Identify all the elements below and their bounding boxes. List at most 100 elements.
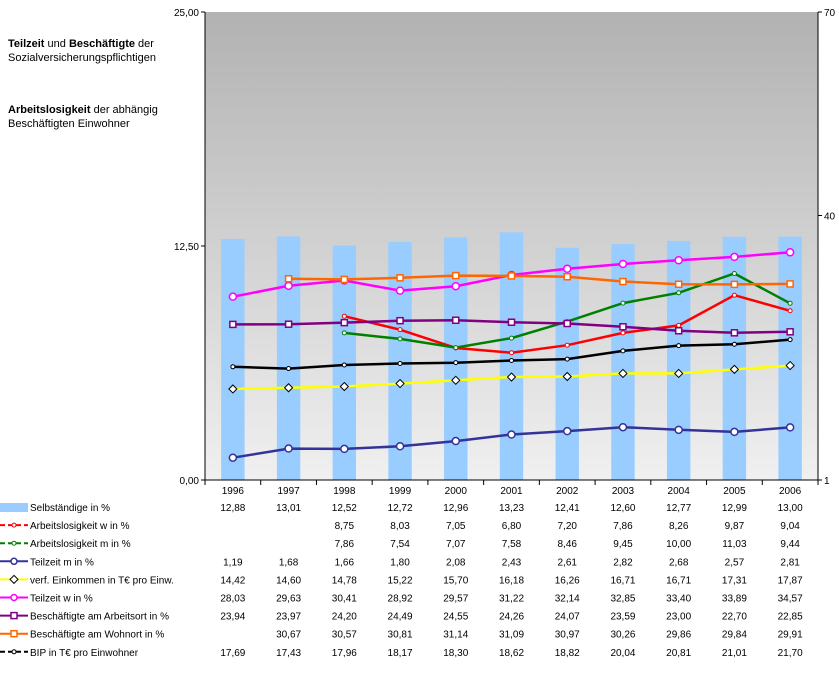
table-cell-besch-ftigte-am-wohnort-in-2002: 30,97 [555,630,580,641]
table-cell-besch-ftigte-am-arbeitsort-in-1997: 23,97 [276,612,301,623]
table-cell-arbeitslosigkeit-w-in-2000: 7,05 [446,521,466,532]
point-arbeitslosigkeit-m-in-1998 [341,330,347,336]
table-cell-verf-einkommen-in-t-pro-einw-1998: 14,78 [332,575,357,586]
point-besch-ftigte-am-arbeitsort-in-2000 [452,316,460,325]
bar-selbst-ndige-in-2006 [778,236,802,480]
point-bip-in-t-pro-einwohner-2001 [509,357,514,363]
point-besch-ftigte-am-wohnort-in-2006 [786,280,794,288]
table-cell-teilzeit-w-in-2000: 29,57 [443,594,468,605]
x-tick-label-2003: 2003 [612,486,635,497]
table-cell-teilzeit-m-in-1998: 1,66 [335,557,355,568]
table-cell-besch-ftigte-am-wohnort-in-2006: 29,91 [778,630,803,641]
table-cell-arbeitslosigkeit-m-in-2000: 7,07 [446,539,466,550]
table-cell-bip-in-t-pro-einwohner-2004: 20,81 [666,648,691,659]
x-tick-label-1996: 1996 [222,486,245,497]
point-besch-ftigte-am-arbeitsort-in-1998 [340,318,349,327]
annotation-teilzeit-bold2: Beschäftigte [68,38,135,50]
legend-marker-verf-einkommen-in-t-pro-einw [9,574,19,585]
table-cell-verf-einkommen-in-t-pro-einw-2003: 16,71 [610,575,635,586]
table-cell-bip-in-t-pro-einwohner-2006: 21,70 [778,648,803,659]
table-cell-selbst-ndige-in-2005: 12,99 [722,503,747,514]
point-teilzeit-w-in-2006 [785,248,795,257]
legend-label-besch-ftigte-am-wohnort-in: Beschäftigte am Wohnort in % [30,630,164,641]
table-cell-besch-ftigte-am-arbeitsort-in-1999: 24,49 [388,612,413,623]
table-cell-besch-ftigte-am-arbeitsort-in-2002: 24,07 [555,612,580,623]
annotation-teilzeit-rest: der Sozialversicherungspflichtigen [8,38,156,64]
table-cell-teilzeit-w-in-1998: 30,41 [332,594,357,605]
point-besch-ftigte-am-wohnort-in-2005 [730,280,739,289]
point-teilzeit-w-in-2005 [730,252,739,262]
point-arbeitslosigkeit-w-in-1999 [397,327,403,333]
table-cell-bip-in-t-pro-einwohner-1999: 18,17 [388,648,413,659]
legend-marker-teilzeit-m-in [10,557,18,566]
table-cell-besch-ftigte-am-wohnort-in-1997: 30,67 [276,630,301,641]
point-bip-in-t-pro-einwohner-2004 [676,343,682,349]
legend-marker-bip-in-t-pro-einwohner [11,649,17,655]
point-bip-in-t-pro-einwohner-1999 [397,361,403,367]
point-besch-ftigte-am-arbeitsort-in-1997 [284,320,293,328]
y-tick-label-right-2: 70 [824,8,836,19]
legend-label-verf-einkommen-in-t-pro-einw: verf. Einkommen in T€ pro Einw. [30,575,174,586]
table-cell-verf-einkommen-in-t-pro-einw-2001: 16,18 [499,575,524,586]
table-cell-teilzeit-w-in-1997: 29,63 [276,594,301,605]
table-cell-verf-einkommen-in-t-pro-einw-2000: 15,70 [443,575,468,586]
point-besch-ftigte-am-arbeitsort-in-2002 [563,319,571,328]
y-tick-label-left-2: 25,00 [174,8,199,19]
x-tick-label-2000: 2000 [445,486,468,497]
annotation-teilzeit-bold: Teilzeit [8,38,45,50]
table-cell-besch-ftigte-am-arbeitsort-in-2006: 22,85 [778,612,803,623]
point-teilzeit-w-in-2002 [562,264,572,274]
point-verf-einkommen-in-t-pro-einw-2005 [729,364,740,375]
table-cell-selbst-ndige-in-2001: 13,23 [499,503,524,514]
table-cell-teilzeit-m-in-2000: 2,08 [446,557,466,568]
bar-selbst-ndige-in-1996 [221,238,245,480]
legend-marker-besch-ftigte-am-wohnort-in [10,629,18,638]
table-cell-selbst-ndige-in-2006: 13,00 [778,503,803,514]
point-besch-ftigte-am-wohnort-in-1999 [396,274,404,282]
point-arbeitslosigkeit-w-in-2001 [509,350,514,356]
table-cell-arbeitslosigkeit-w-in-2004: 8,26 [669,521,689,532]
point-arbeitslosigkeit-w-in-2003 [620,330,626,336]
table-cell-bip-in-t-pro-einwohner-2000: 18,30 [443,648,468,659]
point-besch-ftigte-am-arbeitsort-in-1999 [396,316,404,325]
table-cell-teilzeit-w-in-2004: 33,40 [666,594,691,605]
point-bip-in-t-pro-einwohner-1996 [230,364,236,370]
table-cell-arbeitslosigkeit-m-in-2006: 9,44 [780,539,800,550]
point-besch-ftigte-am-arbeitsort-in-1996 [229,320,237,329]
bar-selbst-ndige-in-2000 [444,237,468,480]
legend-key-selbst-ndige-in [0,503,28,512]
point-teilzeit-w-in-2004 [674,255,683,265]
legend-marker-arbeitslosigkeit-m-in [11,540,17,546]
table-cell-teilzeit-m-in-2003: 2,82 [613,557,633,568]
table-cell-besch-ftigte-am-arbeitsort-in-1998: 24,20 [332,612,357,623]
table-cell-verf-einkommen-in-t-pro-einw-2006: 17,87 [778,575,803,586]
point-bip-in-t-pro-einwohner-1997 [286,366,292,372]
point-teilzeit-w-in-1999 [395,286,405,295]
point-besch-ftigte-am-wohnort-in-1997 [284,275,293,283]
table-cell-besch-ftigte-am-wohnort-in-2001: 31,09 [499,630,524,641]
point-verf-einkommen-in-t-pro-einw-2004 [673,368,684,379]
point-bip-in-t-pro-einwohner-2003 [620,348,626,354]
table-cell-teilzeit-m-in-1997: 1,68 [279,557,299,568]
point-besch-ftigte-am-arbeitsort-in-2003 [619,323,627,331]
table-cell-bip-in-t-pro-einwohner-2003: 20,04 [610,648,635,659]
point-teilzeit-m-in-2001 [507,430,516,439]
table-cell-arbeitslosigkeit-m-in-1999: 7,54 [390,539,410,550]
table-cell-teilzeit-w-in-2001: 31,22 [499,594,524,605]
point-verf-einkommen-in-t-pro-einw-1997 [283,383,294,393]
point-besch-ftigte-am-arbeitsort-in-2005 [730,329,739,337]
table-cell-besch-ftigte-am-arbeitsort-in-1996: 23,94 [220,612,245,623]
table-cell-bip-in-t-pro-einwohner-2002: 18,82 [555,648,580,659]
table-cell-teilzeit-m-in-2002: 2,61 [557,557,577,568]
table-cell-besch-ftigte-am-arbeitsort-in-2001: 24,26 [499,612,524,623]
bar-selbst-ndige-in-1999 [388,241,412,480]
table-cell-bip-in-t-pro-einwohner-1998: 17,96 [332,648,357,659]
point-arbeitslosigkeit-m-in-2001 [509,335,514,341]
table-cell-arbeitslosigkeit-m-in-2005: 11,03 [722,539,747,550]
point-arbeitslosigkeit-w-in-1998 [341,313,347,319]
table-cell-selbst-ndige-in-2003: 12,60 [610,503,635,514]
point-teilzeit-m-in-2002 [562,426,572,436]
point-arbeitslosigkeit-m-in-1999 [397,336,403,342]
table-cell-teilzeit-w-in-2003: 32,85 [610,594,635,605]
y-tick-label-left-0: 0,00 [180,476,200,487]
